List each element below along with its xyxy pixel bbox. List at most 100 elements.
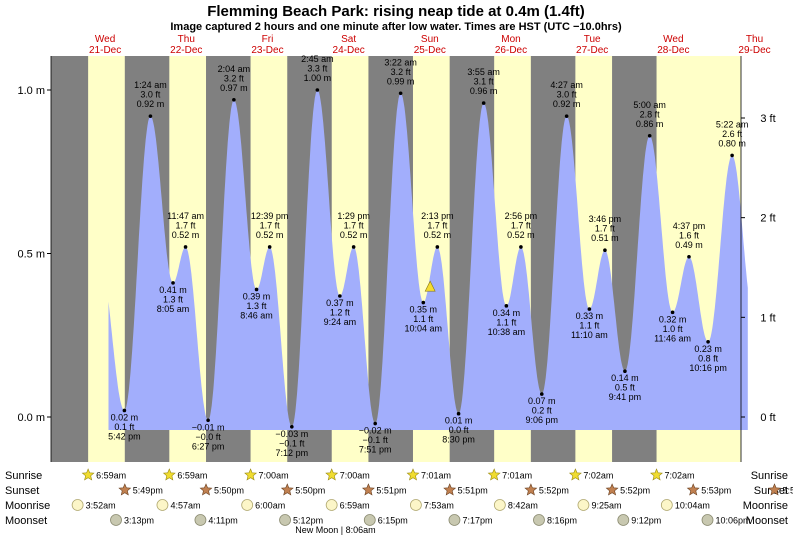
day-label-dow: Thu <box>746 34 763 45</box>
tide-point-text: 0.52 m <box>424 230 452 240</box>
tide-point-text: 1.1 ft <box>579 321 600 331</box>
sunrise-time: 6:59am <box>177 471 207 481</box>
tide-point-text: 0.86 m <box>636 119 664 129</box>
sunrise-time: 7:01am <box>502 471 532 481</box>
night-band <box>51 56 89 462</box>
tide-point-text: 1.1 ft <box>496 317 517 327</box>
moonset-time: 5:12pm <box>293 516 323 526</box>
low-tide-label: 0.37 m1.2 ft9:24 am <box>324 298 357 327</box>
right-tick-label: 3 ft <box>760 113 775 125</box>
tide-point-text: 5:22 am <box>716 119 749 129</box>
tide-point-dot <box>539 392 544 396</box>
moonset-time: 7:17pm <box>462 516 492 526</box>
tide-point-text: 10:38 am <box>488 327 526 337</box>
tide-point-text: 0.52 m <box>340 230 368 240</box>
tide-point-text: 0.92 m <box>137 99 165 109</box>
right-tick-label: 2 ft <box>760 213 775 225</box>
moonrise-row-label-right: Moonrise <box>743 500 788 512</box>
low-tide-label: −0.01 m−0.0 ft6:27 pm <box>192 422 225 451</box>
tide-point-dot <box>687 254 691 259</box>
tide-point-text: 3:22 am <box>384 57 417 67</box>
tide-point-text: 0.35 m <box>410 305 438 315</box>
moonset-icon <box>194 514 207 526</box>
axes: 1.0 m 0.5 m 0.0 m 3 ft 2 ft 1 ft 0 ft <box>17 56 776 462</box>
tide-point-dot <box>315 88 320 92</box>
low-tide-label: −0.02 m−0.1 ft7:51 pm <box>359 426 392 455</box>
high-tide-label: 1:29 pm1.7 ft0.52 m <box>337 211 370 240</box>
sunset-icon <box>443 483 457 496</box>
new-moon-label: New Moon | 8:06am <box>295 525 375 535</box>
tide-point-text: 10:16 pm <box>689 363 727 373</box>
tide-point-text: 0.01 m <box>445 416 473 426</box>
tide-point-dot <box>254 287 259 292</box>
tide-point-text: 0.02 m <box>111 412 139 422</box>
high-tide-label: 2:56 pm1.7 ft0.52 m <box>505 211 538 240</box>
high-tide-label: 2:13 pm1.7 ft0.52 m <box>421 211 454 240</box>
tide-point-text: 1:24 am <box>134 80 167 90</box>
low-tide-label: 0.07 m0.2 ft9:06 pm <box>526 396 559 425</box>
sunset-time: 5:50pm <box>214 486 244 496</box>
tide-point-text: 12:39 pm <box>251 211 289 221</box>
tide-point-dot <box>504 304 509 308</box>
tide-point-text: −0.03 m <box>275 429 308 439</box>
day-label-date: 21-Dec <box>89 45 121 56</box>
sunrise-icon <box>81 468 95 481</box>
tide-point-dot <box>519 245 523 249</box>
right-tick-label: 1 ft <box>760 312 775 324</box>
low-tide-label: 0.14 m0.5 ft9:41 pm <box>609 373 642 402</box>
moonrise-icon <box>156 499 169 511</box>
sunset-time: 5:51pm <box>376 486 406 496</box>
day-label-date: 25-Dec <box>414 45 446 56</box>
low-tide-label: 0.39 m1.3 ft8:46 am <box>240 291 273 320</box>
high-tide-label: 5:22 am2.6 ft0.80 m <box>716 119 749 148</box>
tide-point-text: 9:24 am <box>324 317 357 327</box>
sunrise-icon <box>487 468 501 481</box>
moonrise-icon <box>577 499 590 511</box>
tide-point-text: 1.7 ft <box>344 220 365 230</box>
moonset-time: 8:16pm <box>547 516 577 526</box>
day-label-dow: Mon <box>501 34 520 45</box>
tide-point-text: 0.49 m <box>675 240 703 250</box>
high-tide-label: 5:00 am2.8 ft0.86 m <box>633 100 666 129</box>
moonrise-icon <box>71 499 84 511</box>
high-tide-label: 2:04 am3.2 ft0.97 m <box>218 64 251 93</box>
tide-point-dot <box>706 339 710 344</box>
tide-point-text: 0.52 m <box>507 230 535 240</box>
tide-point-text: 7:51 pm <box>359 445 392 455</box>
tide-point-dot <box>603 248 607 253</box>
tide-point-text: −0.02 m <box>359 426 392 436</box>
tide-point-dot <box>206 418 210 423</box>
current-tide-marker <box>424 280 436 292</box>
tide-point-dot <box>122 408 127 413</box>
day-label-dow: Fri <box>262 34 274 45</box>
tide-point-text: 1.3 ft <box>163 294 184 304</box>
tide-point-dot <box>587 307 592 311</box>
tide-point-dot <box>267 245 272 249</box>
chart-subtitle: Image captured 2 hours and one minute af… <box>170 21 622 33</box>
moonrise-time: 3:52am <box>86 501 116 511</box>
sunrise-icon <box>325 468 339 481</box>
moonset-time: 3:13pm <box>124 516 154 526</box>
tide-point-text: 3.0 ft <box>557 90 578 100</box>
tide-point-text: 3.0 ft <box>140 90 161 100</box>
sunrise-time: 7:01am <box>421 471 451 481</box>
moonrise-time: 7:53am <box>424 501 454 511</box>
moonrise-icon <box>409 499 422 511</box>
moonrise-time: 10:04am <box>675 501 710 511</box>
moonrise-time: 9:25am <box>591 501 621 511</box>
sunset-icon <box>199 483 213 496</box>
right-tick-label: 0 ft <box>760 412 775 424</box>
day-label-date: 28-Dec <box>657 45 689 56</box>
tide-point-text: 9:06 pm <box>526 415 559 425</box>
tide-point-text: −0.0 ft <box>195 432 221 442</box>
moonset-time: 9:12pm <box>631 516 661 526</box>
chart-title: Flemming Beach Park: rising neap tide at… <box>207 3 585 20</box>
moonset-icon <box>448 514 461 526</box>
day-label-dow: Wed <box>95 34 115 45</box>
tide-point-dot <box>338 294 342 298</box>
tide-point-text: 7:12 pm <box>276 448 309 458</box>
tide-point-text: 8:30 pm <box>442 435 475 445</box>
high-tide-label: 4:27 am3.0 ft0.92 m <box>550 80 583 109</box>
